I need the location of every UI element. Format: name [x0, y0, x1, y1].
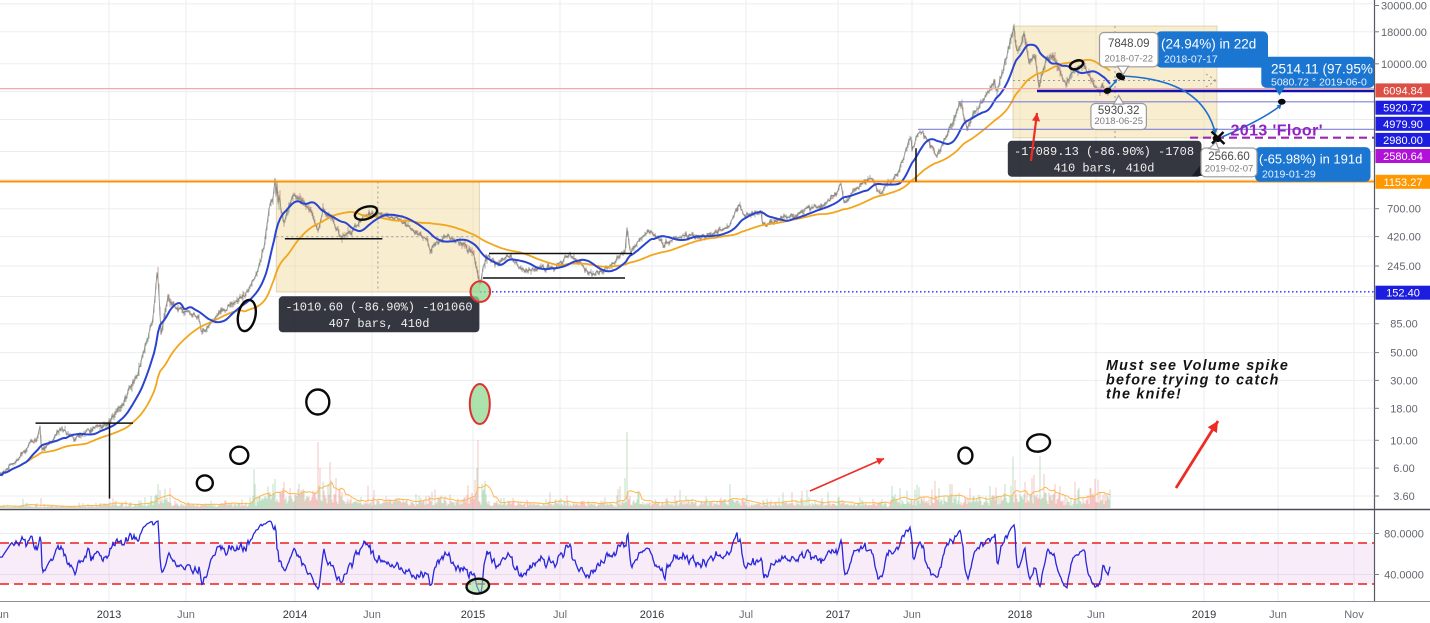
- svg-text:40.0000: 40.0000: [1384, 570, 1424, 582]
- svg-text:Nov: Nov: [1344, 609, 1364, 621]
- svg-text:407 bars, 410d: 407 bars, 410d: [329, 317, 430, 331]
- svg-text:10000.00: 10000.00: [1381, 59, 1427, 71]
- svg-text:the knife!: the knife!: [1106, 387, 1182, 403]
- svg-text:2566.60: 2566.60: [1208, 151, 1250, 163]
- svg-text:85.00: 85.00: [1390, 319, 1418, 331]
- svg-text:2019-02-07: 2019-02-07: [1205, 163, 1254, 174]
- svg-text:before trying to catch: before trying to catch: [1106, 372, 1280, 388]
- svg-text:7848.09: 7848.09: [1108, 38, 1150, 50]
- svg-text:30000.00: 30000.00: [1381, 1, 1427, 13]
- svg-text:10.00: 10.00: [1390, 435, 1418, 447]
- svg-text:Jun: Jun: [177, 609, 195, 621]
- svg-text:80.0000: 80.0000: [1384, 529, 1424, 541]
- svg-text:Jun: Jun: [363, 609, 381, 621]
- svg-text:2013 'Floor': 2013 'Floor': [1231, 123, 1323, 140]
- svg-text:Jun: Jun: [1087, 609, 1105, 621]
- svg-text:(-65.98%) in 191d: (-65.98%) in 191d: [1259, 152, 1362, 167]
- svg-text:420.00: 420.00: [1387, 232, 1421, 244]
- svg-text:700.00: 700.00: [1387, 204, 1421, 216]
- svg-text:2980.00: 2980.00: [1383, 135, 1423, 147]
- svg-text:2016: 2016: [640, 609, 664, 621]
- svg-text:18.00: 18.00: [1390, 403, 1418, 415]
- svg-text:245.00: 245.00: [1387, 261, 1421, 273]
- svg-text:3.60: 3.60: [1393, 491, 1414, 503]
- svg-text:2018-07-22: 2018-07-22: [1104, 53, 1153, 64]
- svg-text:2013: 2013: [97, 609, 121, 621]
- svg-text:Jul: Jul: [739, 609, 753, 621]
- svg-text:2580.64: 2580.64: [1383, 151, 1423, 163]
- svg-text:-1010.60 (-86.90%) -101060: -1010.60 (-86.90%) -101060: [285, 301, 472, 315]
- svg-text:18000.00: 18000.00: [1381, 27, 1427, 39]
- svg-text:Jun: Jun: [1269, 609, 1287, 621]
- svg-text:5080.72 ° 2019-06-0: 5080.72 ° 2019-06-0: [1271, 77, 1367, 89]
- svg-text:4979.90: 4979.90: [1383, 119, 1423, 131]
- svg-text:2014: 2014: [283, 609, 307, 621]
- svg-text:Jul: Jul: [553, 609, 567, 621]
- svg-text:Must see Volume spike: Must see Volume spike: [1106, 358, 1289, 374]
- svg-text:2018-06-25: 2018-06-25: [1094, 116, 1143, 127]
- svg-text:152.40: 152.40: [1386, 288, 1420, 300]
- svg-text:1153.27: 1153.27: [1384, 177, 1423, 189]
- svg-text:2018-07-17: 2018-07-17: [1164, 54, 1218, 66]
- svg-text:6094.84: 6094.84: [1383, 85, 1423, 97]
- svg-text:2019-01-29: 2019-01-29: [1262, 169, 1316, 181]
- svg-text:5920.72: 5920.72: [1383, 103, 1423, 115]
- svg-text:2514.11 (97.95%: 2514.11 (97.95%: [1271, 62, 1373, 77]
- svg-text:Jun: Jun: [0, 609, 9, 621]
- svg-text:(24.94%) in 22d: (24.94%) in 22d: [1161, 37, 1256, 52]
- svg-text:2019: 2019: [1192, 609, 1216, 621]
- svg-text:-17089.13 (-86.90%) -1708: -17089.13 (-86.90%) -1708: [1014, 145, 1194, 159]
- svg-text:5930.32: 5930.32: [1098, 105, 1140, 117]
- svg-text:2018: 2018: [1008, 609, 1032, 621]
- svg-text:30.00: 30.00: [1390, 375, 1418, 387]
- svg-text:6.00: 6.00: [1393, 463, 1414, 475]
- svg-text:2017: 2017: [826, 609, 850, 621]
- svg-text:410 bars, 410d: 410 bars, 410d: [1054, 162, 1155, 176]
- svg-text:Jun: Jun: [903, 609, 921, 621]
- svg-text:2015: 2015: [461, 609, 485, 621]
- svg-text:50.00: 50.00: [1390, 348, 1418, 360]
